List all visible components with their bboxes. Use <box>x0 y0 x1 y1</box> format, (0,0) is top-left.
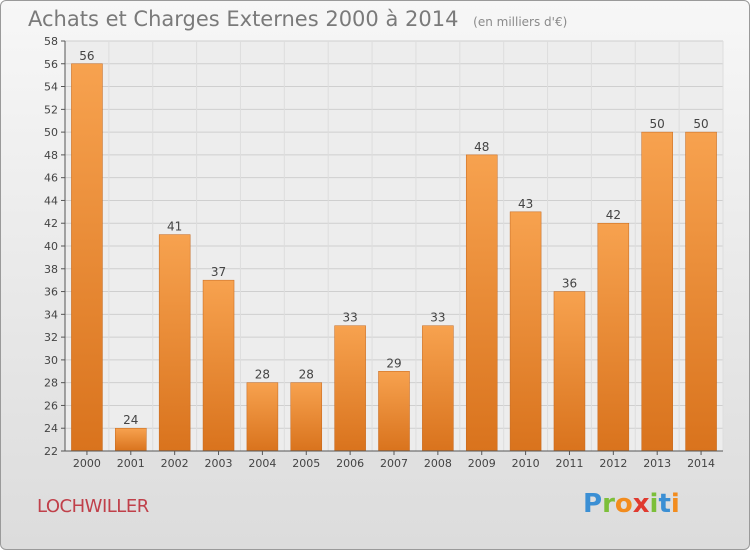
bar-value-label: 29 <box>386 356 401 370</box>
x-tick-label: 2007 <box>380 457 408 470</box>
x-tick-label: 2010 <box>512 457 540 470</box>
logo-letter: x <box>632 489 650 519</box>
y-tick-label: 40 <box>44 240 58 253</box>
y-tick-label: 38 <box>44 263 58 276</box>
y-tick-label: 56 <box>44 58 58 71</box>
y-tick-label: 42 <box>44 217 58 230</box>
bar <box>641 131 673 452</box>
bar <box>158 234 191 452</box>
bar-value-label: 28 <box>299 368 314 382</box>
y-tick-label: 32 <box>44 331 58 344</box>
logo-letter: t <box>658 489 671 519</box>
bar-value-label: 56 <box>79 49 94 63</box>
x-tick-label: 2004 <box>248 457 276 470</box>
bar-value-label: 50 <box>650 117 665 131</box>
y-tick-label: 54 <box>44 81 58 94</box>
bar-value-label: 33 <box>430 311 445 325</box>
x-tick-label: 2005 <box>292 457 320 470</box>
y-tick-label: 26 <box>44 399 58 412</box>
bar <box>378 371 410 452</box>
chart-title-text: Achats et Charges Externes 2000 à 2014 <box>28 7 459 31</box>
x-tick-label: 2014 <box>687 457 715 470</box>
y-tick-label: 52 <box>44 103 58 116</box>
bar-value-label: 43 <box>518 197 533 211</box>
x-tick-label: 2008 <box>424 457 452 470</box>
x-tick-label: 2012 <box>599 457 627 470</box>
bar-value-label: 33 <box>342 311 357 325</box>
logo-letter: o <box>614 489 633 519</box>
x-tick-label: 2009 <box>468 457 496 470</box>
bar <box>465 154 498 452</box>
bar-value-label: 42 <box>606 208 621 222</box>
y-tick-label: 24 <box>44 422 58 435</box>
x-tick-label: 2011 <box>555 457 583 470</box>
bar <box>422 325 454 452</box>
bar-layer: 56 24 41 37 28 28 33 29 33 48 43 36 42 50 50 <box>71 49 717 452</box>
chart-title: Achats et Charges Externes 2000 à 2014 (… <box>28 7 567 31</box>
axis-layer: 22 24 26 28 30 32 34 36 38 40 42 44 46 48 50 52 54 56 58 20… <box>44 35 723 470</box>
bar-value-label: 50 <box>693 117 708 131</box>
bar-value-label: 48 <box>474 140 489 154</box>
y-tick-label: 58 <box>44 35 58 48</box>
y-tick-label: 34 <box>44 308 58 321</box>
y-tick-label: 30 <box>44 354 58 367</box>
bar <box>246 382 279 452</box>
bar <box>597 222 630 452</box>
x-tick-label: 2003 <box>205 457 233 470</box>
y-tick-label: 22 <box>44 445 58 458</box>
x-tick-label: 2000 <box>73 457 101 470</box>
bar <box>509 211 542 452</box>
bar-value-label: 41 <box>167 220 182 234</box>
logo-letter: i <box>670 489 680 519</box>
bar-value-label: 37 <box>211 265 226 279</box>
bar-value-label: 24 <box>123 413 138 427</box>
bar <box>115 427 147 452</box>
y-tick-label: 44 <box>44 194 58 207</box>
chart-subtitle: (en milliers d'€) <box>473 15 568 29</box>
proxiti-logo: Proxiti <box>583 489 680 519</box>
y-tick-label: 36 <box>44 286 58 299</box>
logo-letter: i <box>649 489 659 519</box>
y-tick-label: 46 <box>44 172 58 185</box>
x-tick-label: 2013 <box>643 457 671 470</box>
bar-value-label: 28 <box>255 368 270 382</box>
x-tick-label: 2002 <box>161 457 189 470</box>
bar <box>71 63 103 452</box>
y-tick-label: 48 <box>44 149 58 162</box>
logo-letter: r <box>602 489 615 519</box>
bar <box>685 131 717 452</box>
bar <box>553 291 586 452</box>
bar <box>290 382 323 452</box>
bar <box>202 279 235 452</box>
x-tick-label: 2006 <box>336 457 364 470</box>
bar <box>334 325 366 452</box>
y-tick-label: 50 <box>44 126 58 139</box>
y-tick-label: 28 <box>44 377 58 390</box>
logo-letter: P <box>583 489 603 519</box>
bar-value-label: 36 <box>562 277 577 291</box>
town-name: LOCHWILLER <box>37 496 149 517</box>
x-tick-label: 2001 <box>117 457 145 470</box>
